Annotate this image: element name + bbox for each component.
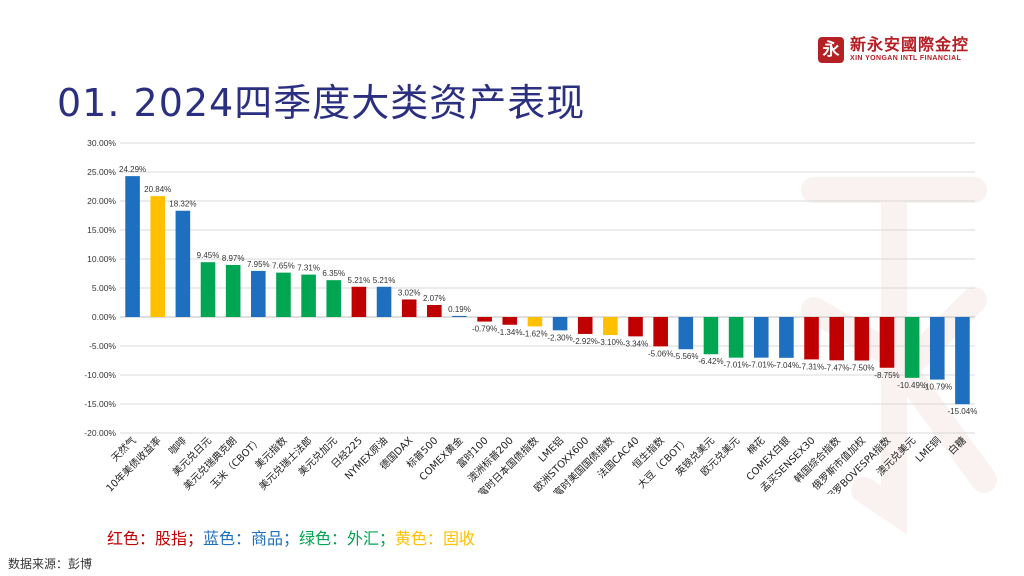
bar [552,317,568,331]
x-tick-label: LME铜 [913,435,943,465]
y-tick-label: 25.00% [87,167,116,177]
bar [879,317,895,368]
y-tick-label: 15.00% [87,225,116,235]
legend-commodity: 蓝色：商品； [203,529,300,548]
data-label: 7.65% [272,262,295,271]
bar [376,286,392,317]
data-label: 6.35% [322,269,345,278]
color-legend: 红色：股指；蓝色：商品；绿色：外汇；黄色：固收 [107,525,475,549]
bar [401,299,417,317]
bar [779,317,794,358]
data-label: -1.62% [522,329,547,338]
x-tick-label: 白糖 [945,434,968,457]
data-label: -7.47% [824,363,849,372]
data-label: -10.79% [922,383,952,392]
data-label: 24.29% [119,165,146,174]
data-label: -7.50% [849,364,874,373]
brand-mark-icon: 永 [818,37,844,63]
data-label: -6.42% [698,357,723,366]
data-label: -1.34% [497,328,522,337]
data-label: 20.84% [144,185,171,194]
bar [929,317,945,380]
page-title: 01. 2024四季度大类资产表现 [57,81,586,125]
data-label: -8.75% [874,371,899,380]
bar [577,317,593,334]
bar [753,317,769,358]
bar [427,304,442,317]
data-label: -5.06% [648,349,673,358]
bar [225,264,241,317]
data-label: 9.45% [197,251,220,260]
data-label: -7.31% [799,362,824,371]
bar [125,176,140,317]
data-label: -3.10% [598,338,623,347]
y-tick-label: 0.00% [92,312,117,322]
bar [804,317,819,360]
brand-logo: 永 新永安國際金控 XIN YONGAN INTL FINANCIAL [818,36,969,64]
y-tick-label: -5.00% [89,341,116,351]
data-source: 数据来源：彭博 [8,557,93,571]
bar [904,317,920,378]
data-label: 2.07% [423,294,446,303]
bar [326,280,342,317]
y-tick-label: 30.00% [87,138,116,148]
bar [477,317,492,322]
bar [150,196,166,317]
bar [527,317,543,327]
bar [175,210,191,317]
bar [678,317,694,350]
y-tick-label: 5.00% [92,283,117,293]
bar [452,315,467,317]
x-tick-label: 棉花 [744,434,767,457]
legend-fixed-income: 黄色：固收 [395,529,476,548]
data-label: 7.95% [247,260,270,269]
y-tick-label: -20.00% [84,428,116,438]
data-label: 5.21% [348,276,371,285]
data-label: -2.92% [573,337,598,346]
bar [703,317,719,355]
bar [276,272,291,317]
y-tick-label: -10.00% [84,370,116,380]
bar [728,317,744,358]
bar [200,262,216,317]
bar [628,317,643,337]
data-label: 8.97% [222,254,245,263]
data-label: 0.19% [448,305,471,314]
data-label: -10.49% [897,381,927,390]
data-label: 3.02% [398,288,421,297]
bar-chart: -20.00% -15.00% -10.00% -5.00% 0.00% 5.00% 10.… [84,138,978,494]
bar [955,317,970,405]
data-label: -15.04% [948,407,978,416]
data-label: -0.79% [472,325,497,334]
legend-equity: 红色：股指； [107,529,204,548]
brand-name-en: XIN YONGAN INTL FINANCIAL [850,55,962,62]
bar [603,317,618,335]
bar [653,317,668,347]
data-label: 7.31% [297,264,320,273]
data-label: 18.32% [169,200,196,209]
data-label: -5.56% [673,352,698,361]
bar [829,317,844,361]
y-tick-label: 10.00% [87,254,116,264]
bar [854,317,870,361]
legend-fx: 绿色：外汇； [299,529,396,548]
data-label: -7.01% [749,361,774,370]
data-label: -7.01% [723,361,748,370]
data-label: -2.30% [547,333,572,342]
data-label: -3.34% [623,339,648,348]
bar [301,274,316,317]
brand-name-cn: 新永安國際金控 [850,35,970,54]
bar [351,286,367,317]
data-label: -7.04% [774,361,799,370]
x-tick-label: COMEX白银 [743,434,792,483]
y-tick-label: 20.00% [87,196,116,206]
bar [502,317,518,325]
bar [251,270,266,317]
data-label: 5.21% [373,276,396,285]
x-tick-label: 咖啡 [166,435,189,458]
y-tick-label: -15.00% [84,399,116,409]
